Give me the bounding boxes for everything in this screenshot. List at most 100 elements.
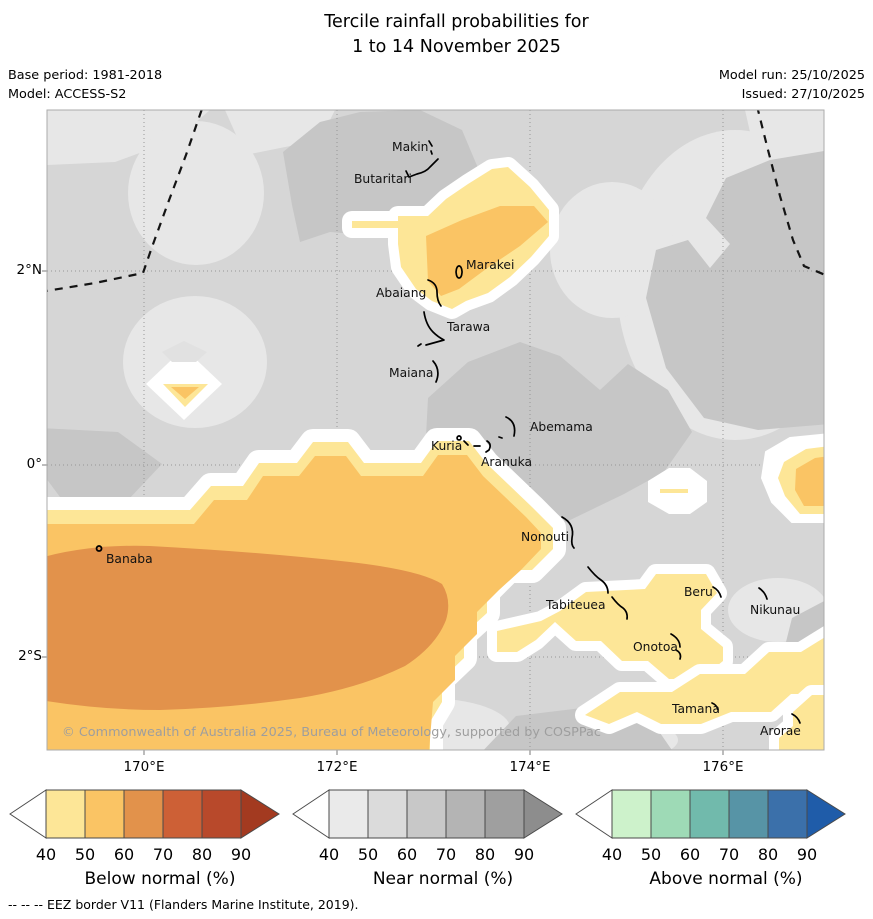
- island-mark-makin: [428, 140, 433, 155]
- island-mark-maiana: [432, 360, 439, 383]
- island-mark-butaritari: [405, 158, 439, 178]
- legend-tick-80: 80: [758, 845, 778, 864]
- legend-left-arrow: [575, 789, 613, 839]
- map-frame: [46, 109, 825, 751]
- x-axis-label-176°E: 176°E: [702, 759, 744, 775]
- eez-border-line: [47, 110, 824, 292]
- island-mark-nonouti: [561, 516, 575, 549]
- island-label-onotoa: Onotoa: [633, 640, 678, 654]
- island-layer: Makin Butaritari Marakei Abaiang Tarawa Maian…: [95, 140, 801, 738]
- legend-tick-50: 50: [641, 845, 661, 864]
- island-label-banaba: Banaba: [106, 552, 153, 566]
- legend-box-80: [201, 789, 242, 839]
- island-label-nikunau: Nikunau: [750, 603, 800, 617]
- legend-box-60: [123, 789, 164, 839]
- island-mark-tamana: [711, 702, 719, 711]
- legend-right-arrow: [240, 789, 280, 839]
- island-label-aranuka: Aranuka: [481, 455, 532, 469]
- legend-box-40: [45, 789, 86, 839]
- copyright-text: © Commonwealth of Australia 2025, Bureau…: [62, 725, 601, 740]
- model-label: Model: ACCESS-S2: [8, 87, 127, 102]
- legend-title: Above normal (%): [649, 869, 802, 889]
- legend-box-70: [445, 789, 486, 839]
- legend-tick-70: 70: [719, 845, 739, 864]
- x-axis-label-174°E: 174°E: [509, 759, 551, 775]
- legend-box-70: [162, 789, 203, 839]
- legend-box-80: [484, 789, 525, 839]
- legend-box-50: [84, 789, 125, 839]
- legend-tick-40: 40: [319, 845, 339, 864]
- y-axis-label-2°S: 2°S: [18, 648, 42, 664]
- legend-tick-60: 60: [397, 845, 417, 864]
- x-axis-label-170°E: 170°E: [123, 759, 165, 775]
- legend-box-40: [328, 789, 369, 839]
- legend-title: Near normal (%): [373, 869, 513, 889]
- legend-tick-70: 70: [436, 845, 456, 864]
- island-label-abemama: Abemama: [530, 420, 593, 434]
- island-label-tabiteuea: Tabiteuea: [545, 598, 606, 612]
- island-mark-aranuka: [473, 440, 491, 453]
- legend-tick-80: 80: [192, 845, 212, 864]
- page-title: Tercile rainfall probabilities for 1 to …: [40, 10, 873, 60]
- model-run-label: Model run: 25/10/2025: [718, 68, 865, 83]
- y-axis-label-2°N: 2°N: [16, 262, 42, 278]
- island-label-arorae: Arorae: [760, 724, 801, 738]
- issued-label: Issued: 27/10/2025: [741, 87, 865, 102]
- island-label-abaiang: Abaiang: [376, 286, 426, 300]
- axis-ticks: [42, 270, 724, 755]
- legend-tick-80: 80: [475, 845, 495, 864]
- legend-box-60: [689, 789, 730, 839]
- title-line-2: 1 to 14 November 2025: [352, 37, 561, 57]
- legend-tick-50: 50: [358, 845, 378, 864]
- legend-box-60: [406, 789, 447, 839]
- legend-tick-90: 90: [231, 845, 251, 864]
- legend-right-arrow: [806, 789, 846, 839]
- island-mark-tabiteuea: [587, 566, 629, 620]
- title-line-1: Tercile rainfall probabilities for: [324, 12, 589, 32]
- legend-tick-40: 40: [602, 845, 622, 864]
- eez-footnote: -- -- -- EEZ border V11 (Flanders Marine…: [8, 897, 359, 912]
- legend-box-50: [650, 789, 691, 839]
- legend-left-arrow: [9, 789, 47, 839]
- legend-bars: 40 50 60 70 80 90 Below normal (%) 40 50 60 70 80 90…: [9, 789, 846, 889]
- base-period-label: Base period: 1981-2018: [8, 68, 163, 83]
- legend-box-80: [767, 789, 808, 839]
- meta-right: Model run: 25/10/2025 Issued: 27/10/2025: [719, 66, 865, 104]
- island-label-tamana: Tamana: [671, 702, 720, 716]
- island-mark-abemama: [498, 416, 516, 439]
- legend-tick-50: 50: [75, 845, 95, 864]
- island-label-tarawa: Tarawa: [446, 320, 490, 334]
- island-mark-onotoa: [670, 633, 682, 660]
- legend-left-arrow: [292, 789, 330, 839]
- legend-tick-60: 60: [114, 845, 134, 864]
- legend-tick-90: 90: [514, 845, 534, 864]
- legend-box-70: [728, 789, 769, 839]
- y-axis-label-0°: 0°: [26, 456, 42, 472]
- island-label-marakei: Marakei: [466, 258, 514, 272]
- map: Makin Butaritari Marakei Abaiang Tarawa Maian…: [42, 109, 825, 755]
- x-axis-label-172°E: 172°E: [316, 759, 358, 775]
- island-mark-banaba: [95, 545, 103, 552]
- island-mark-abaiang: [427, 279, 442, 307]
- legend-title: Below normal (%): [85, 869, 236, 889]
- legend-tick-40: 40: [36, 845, 56, 864]
- island-label-beru: Beru: [684, 585, 713, 599]
- island-label-makin: Makin: [392, 140, 428, 154]
- legend-tick-60: 60: [680, 845, 700, 864]
- legend-above: 40 50 60 70 80 90 Above normal (%): [575, 789, 846, 889]
- island-mark-beru: [712, 586, 722, 598]
- legend-box-40: [611, 789, 652, 839]
- island-label-nonouti: Nonouti: [521, 530, 569, 544]
- island-mark-tarawa: [417, 311, 445, 347]
- island-mark-arorae: [791, 713, 801, 724]
- island-label-maiana: Maiana: [389, 366, 433, 380]
- legend-box-50: [367, 789, 408, 839]
- island-mark-marakei: [455, 265, 463, 279]
- legend-below: 40 50 60 70 80 90 Below normal (%): [9, 789, 280, 889]
- island-label-butaritari: Butaritari: [354, 172, 412, 186]
- island-label-kuria: Kuria: [431, 439, 462, 453]
- legend-tick-90: 90: [797, 845, 817, 864]
- meta-left: Base period: 1981-2018 Model: ACCESS-S2: [8, 66, 162, 104]
